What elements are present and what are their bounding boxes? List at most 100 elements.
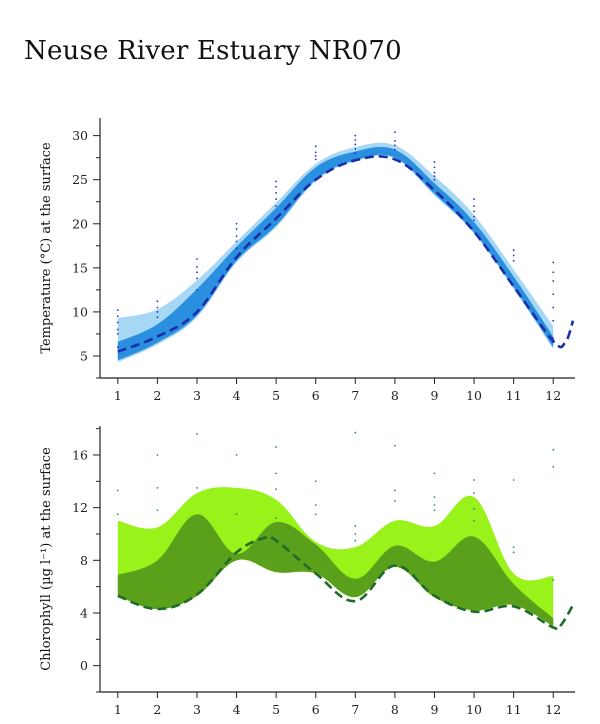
- temp-observation-point: [116, 315, 119, 318]
- temp-observation-point: [354, 134, 357, 137]
- temp-observation-point: [552, 280, 555, 282]
- chl-x-tick-label: 6: [312, 702, 320, 717]
- page-title: Neuse River Estuary NR070: [24, 36, 402, 66]
- temp-y-tick-label: 30: [72, 128, 88, 143]
- temp-observation-point: [235, 235, 238, 238]
- temp-observation-point: [314, 145, 317, 148]
- temp-observation-point: [354, 143, 357, 146]
- temp-observation-point: [393, 144, 396, 147]
- chl-x-tick-label: 8: [391, 702, 399, 717]
- temp-observation-point: [393, 131, 396, 134]
- chl-y-axis-label: Chlorophyll (µg l⁻¹) at the surface: [39, 447, 54, 671]
- temp-observation-point: [196, 288, 198, 291]
- chl-observation-point: [512, 551, 515, 554]
- temp-x-tick-label: 7: [351, 388, 359, 403]
- temp-x-tick-label: 3: [193, 388, 201, 403]
- temp-observation-point: [275, 185, 278, 188]
- temp-observation-point: [433, 175, 436, 178]
- temp-x-tick-label: 2: [153, 388, 161, 403]
- chl-observation-point: [314, 480, 317, 483]
- chl-observation-point: [156, 509, 159, 512]
- chl-observation-point: [552, 448, 555, 451]
- temp-x-tick-label: 4: [233, 388, 241, 403]
- temp-observation-point: [196, 266, 198, 268]
- chl-x-tick-label: 7: [351, 702, 359, 717]
- temp-observation-point: [314, 151, 317, 154]
- temp-y-axis-label: Temperature (°C) at the surface: [39, 142, 54, 354]
- chl-x-tick-label: 2: [153, 702, 161, 717]
- temp-observation-point: [116, 309, 119, 312]
- chl-observation-point: [275, 488, 278, 491]
- temp-observation-point: [275, 180, 278, 183]
- chl-observation-point: [156, 454, 159, 456]
- temp-observation-point: [275, 205, 278, 208]
- temp-observation-point: [354, 152, 357, 155]
- temp-observation-point: [552, 293, 555, 296]
- temp-observation-point: [116, 328, 119, 331]
- temp-observation-point: [473, 210, 475, 213]
- chl-observation-point: [433, 504, 436, 506]
- temp-observation-point: [314, 158, 317, 161]
- temp-x-tick-label: 1: [114, 388, 122, 403]
- temp-observation-point: [473, 205, 475, 208]
- temp-observation-point: [354, 147, 357, 150]
- chl-observation-point: [473, 519, 475, 522]
- temp-observation-point: [314, 154, 317, 157]
- temp-observation-point: [275, 192, 278, 194]
- temp-observation-point: [275, 198, 278, 200]
- temp-observation-point: [156, 316, 159, 319]
- chl-observation-point: [354, 533, 357, 535]
- temp-x-tick-label: 9: [431, 388, 439, 403]
- chl-observation-point: [473, 508, 475, 510]
- temp-y-tick-label: 5: [80, 348, 88, 363]
- temp-observation-point: [473, 215, 475, 218]
- chl-observation-point: [196, 486, 198, 489]
- temp-observation-point: [235, 228, 238, 230]
- temp-observation-point: [196, 258, 198, 260]
- chl-observation-point: [354, 525, 357, 527]
- temp-observation-point: [473, 219, 475, 222]
- temp-observation-point: [156, 300, 159, 303]
- temp-band-outer: [117, 142, 554, 363]
- temp-observation-point: [512, 249, 515, 252]
- chl-observation-point: [116, 489, 119, 492]
- temp-observation-point: [393, 148, 396, 151]
- temp-observation-point: [196, 271, 198, 274]
- chl-observation-point: [433, 472, 436, 475]
- temp-observation-point: [552, 271, 555, 274]
- temp-observation-point: [552, 261, 555, 264]
- temp-observation-point: [354, 139, 357, 141]
- temp-observation-point: [116, 333, 119, 335]
- temp-x-tick-label: 11: [506, 388, 522, 403]
- temp-observation-point: [235, 222, 238, 225]
- chl-observation-point: [473, 492, 475, 495]
- temp-observation-point: [433, 166, 436, 169]
- chl-observation-point: [235, 454, 238, 456]
- temp-observation-point: [196, 277, 198, 280]
- temp-observation-point: [433, 171, 436, 174]
- chl-observation-point: [314, 504, 317, 506]
- chl-band-inner: [117, 514, 554, 627]
- chl-observation-point: [512, 479, 515, 481]
- chl-observation-point: [275, 446, 278, 448]
- chl-x-tick-label: 10: [466, 702, 482, 717]
- chl-observation-point: [552, 579, 555, 581]
- temp-band-inner: [117, 146, 554, 361]
- chl-observation-point: [156, 486, 159, 489]
- chl-median-line: [117, 534, 575, 631]
- temp-y-tick-label: 10: [72, 304, 88, 319]
- chl-observation-point: [116, 513, 119, 516]
- chl-y-tick-label: 12: [72, 500, 88, 515]
- temp-observation-point: [512, 259, 515, 262]
- temp-observation-point: [512, 254, 515, 257]
- chl-observation-point: [552, 465, 555, 468]
- temp-observation-point: [552, 319, 555, 322]
- temp-x-tick-label: 5: [272, 388, 280, 403]
- temp-observation-point: [156, 306, 159, 309]
- chl-x-tick-label: 3: [193, 702, 201, 717]
- chl-y-tick-label: 4: [80, 605, 88, 620]
- chl-observation-point: [354, 431, 357, 434]
